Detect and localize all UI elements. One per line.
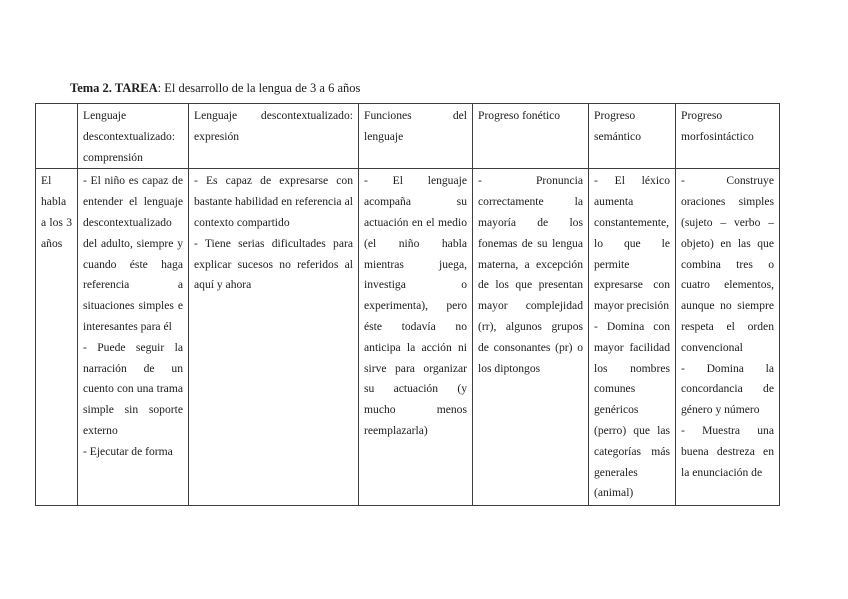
bullet-item: - Pronuncia correctamente la mayoría de … [478,174,583,375]
header-row: Lenguaje descontextualizado: comprensión… [35,102,780,170]
language-development-table: Lenguaje descontextualizado: comprensión… [35,102,780,507]
col-header-fonetico: Progreso fonético [472,102,589,170]
cell-semantico: - El léxico aumenta constantemente, lo q… [588,168,676,507]
bullet-item: - Muestra una buena destreza en la enunc… [681,423,774,479]
table-row-habla-3-anos: El habla a los 3 años - El niño es capaz… [35,168,780,507]
title-topic: Tema 2. TAREA [70,81,158,95]
cell-expresion: - Es capaz de expresarse con bastante ha… [188,168,359,507]
cell-morfosintactico: - Construye oraciones simples (sujeto – … [675,168,780,507]
col-header-comprension: Lenguaje descontextualizado: comprensión [77,102,189,170]
col-header-funciones: Funciones del lenguaje [358,102,473,170]
cell-fonetico: - Pronuncia correctamente la mayoría de … [472,168,589,507]
col-header-semantico: Progreso semántico [588,102,676,170]
row-header: El habla a los 3 años [35,168,78,507]
bullet-item: - Es capaz de expresarse con bastante ha… [194,174,353,229]
col-header-expresion: Lenguaje descontextualizado: expresión [188,102,359,170]
bullet-item: - Construye oraciones simples (sujeto – … [681,174,774,354]
corner-cell [35,102,78,170]
document-title: Tema 2. TAREA: El desarrollo de la lengu… [70,80,360,96]
title-subtitle: : El desarrollo de la lengua de 3 a 6 añ… [157,81,361,95]
cell-comprension: - El niño es capaz de entender el lengua… [77,168,189,507]
bullet-item: - Puede seguir la narración de un cuento… [83,340,183,437]
bullet-item: - Domina la concordancia de género y núm… [681,361,774,417]
bullet-item: - El niño es capaz de entender el lengua… [83,174,183,333]
bullet-item: - Domina con mayor facilidad los nombres… [594,319,670,500]
bullet-item: - El lenguaje acompaña su actuación en e… [364,174,467,437]
bullet-item: - Tiene serias dificultades para explica… [194,236,353,292]
bullet-item: - El léxico aumenta constantemente, lo q… [594,174,670,313]
bullet-item: - Ejecutar de forma [83,444,173,458]
cell-funciones: - El lenguaje acompaña su actuación en e… [358,168,473,507]
col-header-morfosintactico: Progreso morfosintáctico [675,102,780,170]
